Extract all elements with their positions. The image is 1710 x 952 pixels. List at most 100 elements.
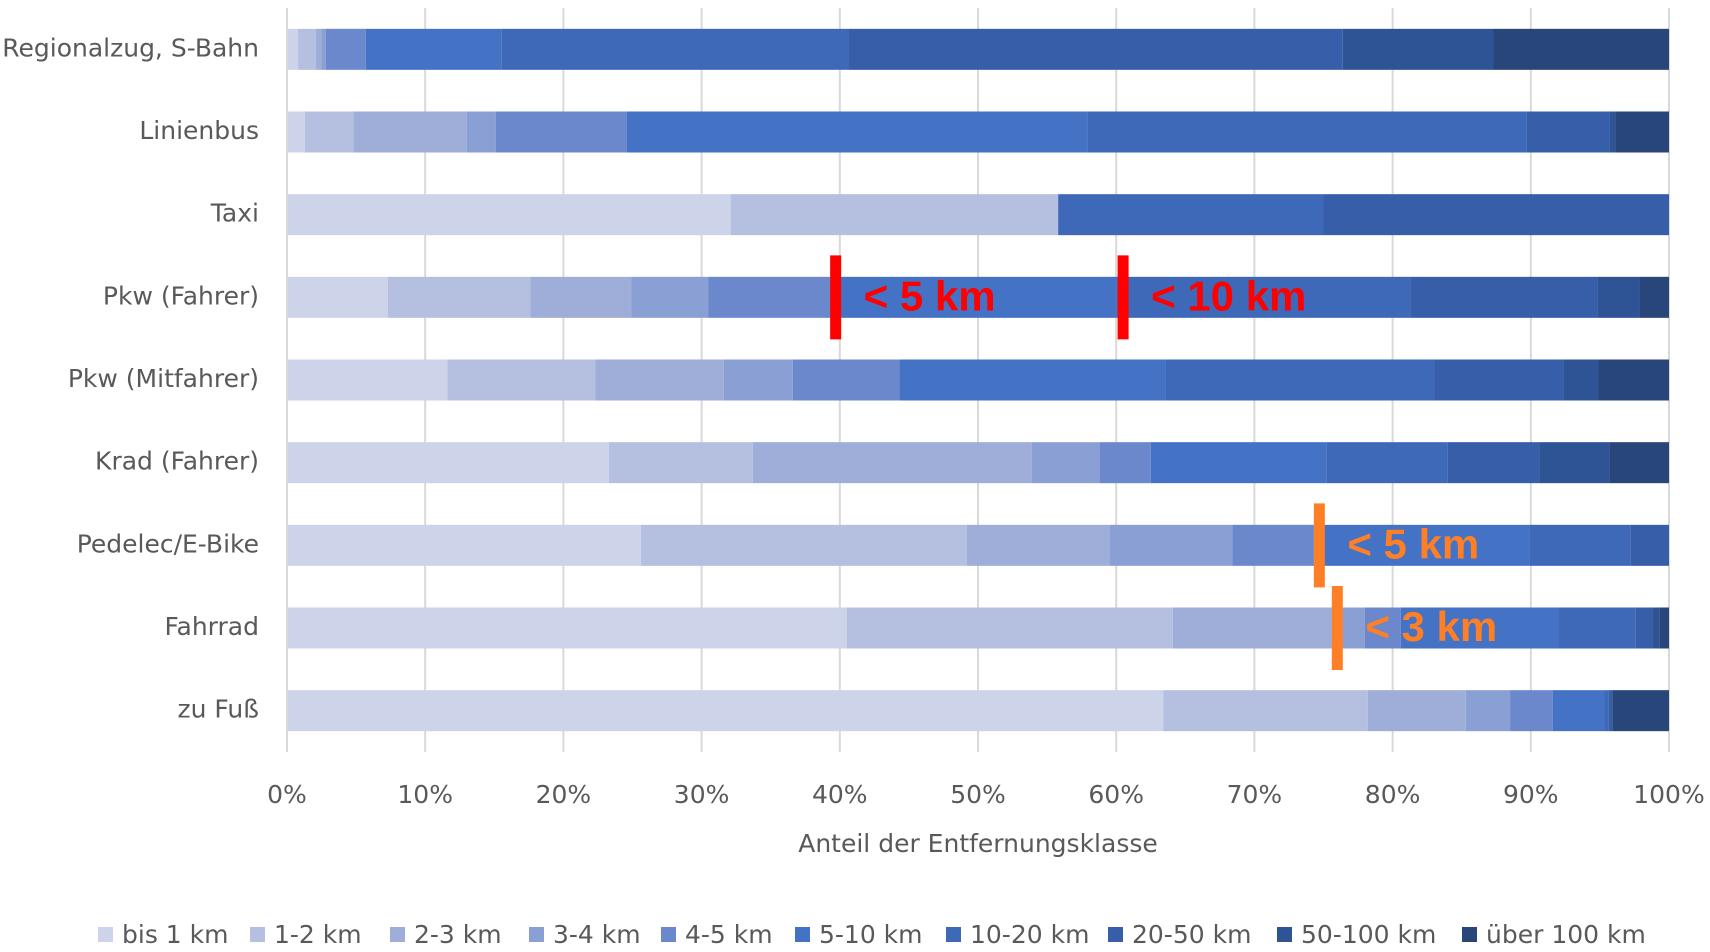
bar-segment	[298, 28, 317, 70]
bar-segment	[846, 607, 1173, 649]
x-tick-label: 50%	[950, 780, 1006, 809]
y-tick-label: Pkw (Mitfahrer)	[68, 364, 259, 393]
bar-segment	[1326, 442, 1448, 484]
bar-segment	[1598, 359, 1669, 401]
x-tick-label: 60%	[1088, 780, 1144, 809]
bar-segment	[730, 194, 1059, 236]
bar-segment	[1165, 359, 1435, 401]
bar-segment	[325, 28, 366, 70]
x-tick-label: 40%	[812, 780, 868, 809]
bar-segment	[501, 28, 849, 70]
bar-segment	[1609, 442, 1669, 484]
bar-segment	[287, 690, 1164, 732]
bar-segment	[1232, 524, 1314, 566]
bar-segment	[1447, 442, 1540, 484]
bar-segment	[708, 276, 833, 318]
legend-swatch	[946, 927, 961, 942]
y-tick-label: Regionalzug, S-Bahn	[2, 33, 259, 62]
y-tick-label: Fahrrad	[164, 612, 259, 641]
bar-segment	[1031, 442, 1100, 484]
y-tick-label: Linienbus	[139, 116, 259, 145]
bar-segment	[466, 111, 496, 153]
legend-label: 2-3 km	[414, 920, 502, 949]
bar-segment	[287, 194, 731, 236]
bar-segment	[1639, 276, 1669, 318]
bar-segment	[1493, 28, 1669, 70]
legend-swatch	[529, 927, 544, 942]
legend-swatch	[98, 927, 113, 942]
bar-segment	[287, 442, 610, 484]
bar-segment	[723, 359, 793, 401]
bar-segment	[1087, 111, 1527, 153]
legend-label: 20-50 km	[1132, 920, 1251, 949]
bar-segment	[752, 442, 1032, 484]
annotation-text: < 10 km	[1151, 272, 1306, 319]
legend-swatch	[661, 927, 676, 942]
x-tick-label: 0%	[267, 780, 307, 809]
y-tick-label: Taxi	[210, 199, 259, 228]
bar-segment	[1558, 607, 1636, 649]
bar-segment	[1630, 524, 1669, 566]
bar-segment	[609, 442, 753, 484]
bar-segment	[1465, 690, 1511, 732]
legend-label: 50-100 km	[1301, 920, 1436, 949]
legend-label: 4-5 km	[685, 920, 773, 949]
bar-segment	[640, 524, 967, 566]
bar-segment	[1526, 111, 1610, 153]
bar-segment	[495, 111, 627, 153]
bar-segment	[530, 276, 632, 318]
bar-segment	[1116, 276, 1411, 318]
bar-segment	[1367, 690, 1466, 732]
y-tick-label: zu Fuß	[177, 695, 259, 724]
bar-segment	[1652, 607, 1660, 649]
bar-segment	[1163, 690, 1368, 732]
bar-segment	[1539, 442, 1610, 484]
bar-segment	[848, 28, 1343, 70]
x-tick-label: 70%	[1227, 780, 1283, 809]
y-tick-label: Krad (Fahrer)	[95, 447, 259, 476]
bar-segment	[1313, 524, 1530, 566]
bar-segment	[1172, 607, 1338, 649]
legend-swatch	[1277, 927, 1292, 942]
legend-swatch	[1462, 927, 1477, 942]
x-tick-label: 80%	[1365, 780, 1421, 809]
bar-segment	[1364, 607, 1401, 649]
bar-segment	[899, 359, 1166, 401]
legend-label: 3-4 km	[553, 920, 641, 949]
bar-segment	[1342, 28, 1494, 70]
bar-segment	[1058, 194, 1324, 236]
legend-label: bis 1 km	[122, 920, 228, 949]
legend-swatch	[1108, 927, 1123, 942]
bar-segment	[1410, 276, 1598, 318]
bar-segment	[1604, 690, 1609, 732]
legend-label: 1-2 km	[274, 920, 362, 949]
legend-label: über 100 km	[1486, 920, 1646, 949]
x-axis-title: Anteil der Entfernungsklasse	[798, 829, 1158, 858]
bar-segment	[287, 524, 641, 566]
x-tick-label: 30%	[674, 780, 730, 809]
bar-segment	[631, 276, 709, 318]
bar-segment	[1659, 607, 1669, 649]
legend-swatch	[795, 927, 810, 942]
bar-segment	[1563, 359, 1599, 401]
bar-segment	[1615, 111, 1669, 153]
bar-segment	[287, 359, 448, 401]
bar-segment	[1150, 442, 1327, 484]
legend-label: 10-20 km	[970, 920, 1089, 949]
annotation-text: < 5 km	[864, 272, 996, 319]
bar-segment	[595, 359, 724, 401]
bar-segment	[1529, 524, 1631, 566]
bar-segment	[626, 111, 1088, 153]
bar-segment	[287, 607, 847, 649]
bar-segment	[287, 111, 305, 153]
annotation-text: < 3 km	[1365, 603, 1497, 650]
bar-segment	[287, 28, 299, 70]
bar-segment	[1099, 442, 1151, 484]
bar-segment	[1510, 690, 1553, 732]
bar-segment	[1612, 690, 1669, 732]
x-tick-label: 20%	[536, 780, 592, 809]
bar-segment	[1109, 524, 1233, 566]
bar-segment	[1400, 607, 1559, 649]
legend-swatch	[250, 927, 265, 942]
